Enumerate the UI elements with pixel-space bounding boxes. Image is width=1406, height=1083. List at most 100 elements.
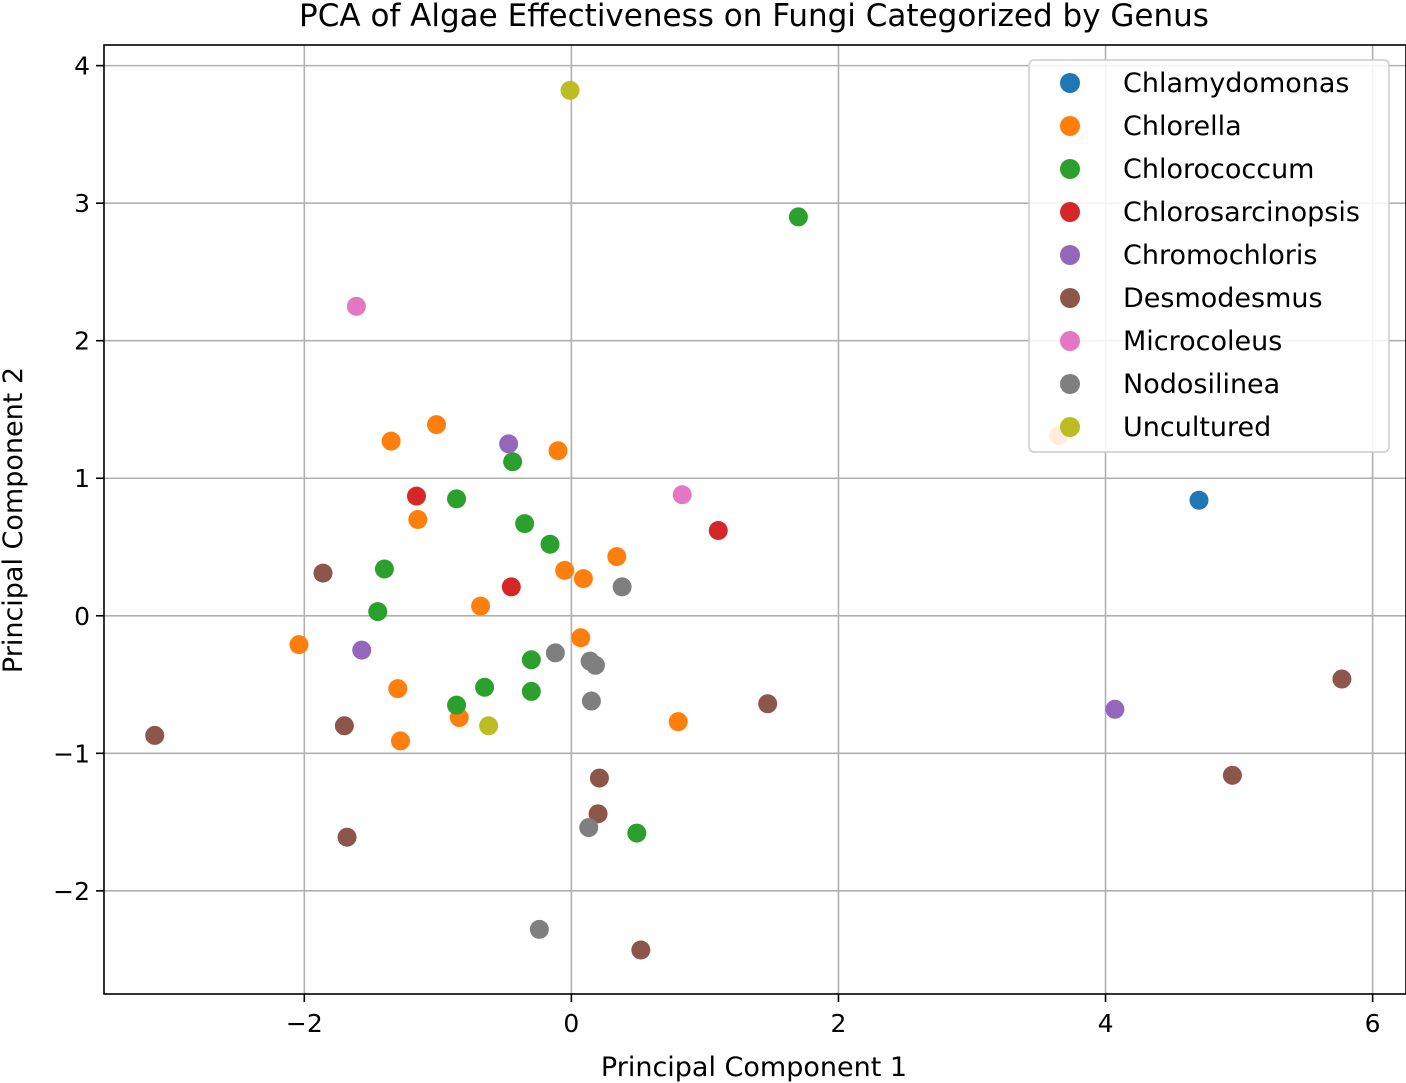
- y-tick-label: 0: [74, 602, 90, 631]
- legend: Chlamydomonas Chlorella Chlorococcum Chloro…: [1028, 59, 1390, 453]
- data-point: [388, 679, 408, 699]
- legend-item-microcoleus: Microcoleus: [1060, 326, 1282, 357]
- legend-label: Chlamydomonas: [1123, 68, 1350, 99]
- series-uncultured: [479, 80, 580, 736]
- data-point: [499, 434, 519, 454]
- data-point: [555, 560, 575, 580]
- data-point: [501, 577, 521, 597]
- data-point: [607, 547, 627, 567]
- y-tick-label: 2: [74, 327, 90, 356]
- y-axis-label: Principal Component 2: [0, 367, 29, 673]
- legend-label: Microcoleus: [1123, 326, 1282, 357]
- data-point: [1189, 490, 1209, 510]
- legend-marker: [1060, 417, 1080, 437]
- y-axis-ticks: −2 −1 0 1 2 3 4: [53, 52, 104, 906]
- series-chlamydomonas: [1189, 490, 1209, 510]
- data-point: [145, 725, 165, 745]
- legend-label: Uncultured: [1123, 412, 1271, 443]
- data-point: [447, 695, 467, 715]
- data-point: [589, 768, 609, 788]
- series-chlorosarcinopsis: [406, 486, 728, 597]
- chart-title: PCA of Algae Effectiveness on Fungi Cate…: [299, 0, 1209, 34]
- legend-box: [1028, 59, 1390, 453]
- data-point: [406, 486, 426, 506]
- x-tick-label: 6: [1365, 1009, 1381, 1038]
- x-axis-ticks: −2 0 2 4 6: [286, 994, 1381, 1038]
- data-point: [475, 677, 495, 697]
- data-point: [560, 80, 580, 100]
- series-microcoleus: [346, 296, 692, 505]
- data-point: [352, 640, 372, 660]
- data-point: [588, 804, 608, 824]
- legend-item-desmodesmus: Desmodesmus: [1060, 283, 1323, 314]
- legend-item-chlorosarcinopsis: Chlorosarcinopsis: [1060, 197, 1360, 228]
- data-point: [585, 655, 605, 675]
- data-point: [708, 521, 728, 541]
- data-point: [289, 635, 309, 655]
- data-point: [548, 441, 568, 461]
- series-chlorella: [289, 415, 1069, 751]
- legend-label: Chlorosarcinopsis: [1123, 197, 1360, 228]
- legend-item-uncultured: Uncultured: [1060, 412, 1271, 443]
- data-point: [334, 716, 354, 736]
- data-point: [1222, 765, 1242, 785]
- data-point: [503, 452, 523, 472]
- data-point: [627, 823, 647, 843]
- data-point: [346, 296, 366, 316]
- y-tick-label: 4: [74, 52, 90, 81]
- series-nodosilinea: [529, 577, 632, 939]
- y-tick-label: 3: [74, 189, 90, 218]
- data-point: [788, 207, 808, 227]
- series-chromochloris: [352, 434, 1125, 719]
- legend-label: Desmodesmus: [1123, 283, 1323, 314]
- legend-label: Chromochloris: [1123, 240, 1317, 271]
- legend-marker: [1060, 288, 1080, 308]
- data-point: [479, 716, 499, 736]
- legend-label: Nodosilinea: [1123, 369, 1280, 400]
- y-tick-label: 1: [74, 464, 90, 493]
- legend-marker: [1060, 159, 1080, 179]
- data-point: [390, 731, 410, 751]
- legend-label: Chlorococcum: [1123, 154, 1314, 185]
- x-tick-label: 0: [563, 1009, 579, 1038]
- data-point: [374, 559, 394, 579]
- legend-item-chlamydomonas: Chlamydomonas: [1060, 68, 1350, 99]
- legend-item-chromochloris: Chromochloris: [1060, 240, 1317, 271]
- data-point: [571, 628, 591, 648]
- x-tick-label: 4: [1098, 1009, 1114, 1038]
- legend-marker: [1060, 374, 1080, 394]
- data-point: [612, 577, 632, 597]
- series-chlorococcum: [368, 207, 808, 843]
- legend-item-chlorella: Chlorella: [1060, 111, 1242, 142]
- data-point: [672, 485, 692, 505]
- x-tick-label: −2: [286, 1009, 323, 1038]
- legend-label: Chlorella: [1123, 111, 1242, 142]
- data-point: [313, 563, 333, 583]
- legend-marker: [1060, 245, 1080, 265]
- data-point: [573, 569, 593, 589]
- data-point: [668, 712, 688, 732]
- data-point: [471, 596, 491, 616]
- data-point: [521, 650, 541, 670]
- data-point: [408, 510, 428, 529]
- data-point: [545, 643, 565, 663]
- data-point: [631, 940, 651, 960]
- data-point: [579, 818, 599, 838]
- legend-marker: [1060, 331, 1080, 351]
- legend-marker: [1060, 73, 1080, 93]
- x-axis-label: Principal Component 1: [601, 1052, 907, 1083]
- data-point: [368, 602, 388, 622]
- data-point: [758, 694, 778, 714]
- series-desmodesmus: [145, 563, 1352, 960]
- data-point: [381, 431, 401, 451]
- x-tick-label: 2: [831, 1009, 847, 1038]
- data-point: [521, 681, 541, 701]
- legend-item-chlorococcum: Chlorococcum: [1060, 154, 1314, 185]
- legend-marker: [1060, 116, 1080, 136]
- y-tick-label: −1: [53, 739, 90, 768]
- data-point: [447, 489, 467, 509]
- data-point: [515, 514, 535, 534]
- data-point: [1332, 669, 1352, 689]
- data-point: [1105, 699, 1125, 719]
